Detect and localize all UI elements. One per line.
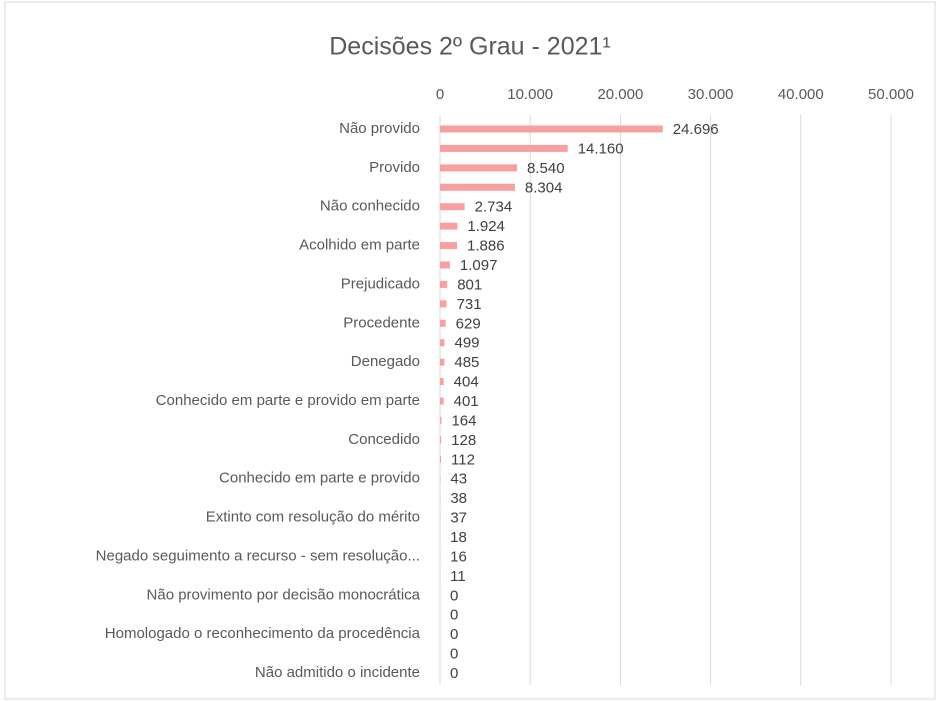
value-label: 38	[450, 490, 467, 507]
value-label: 8.304	[525, 179, 563, 196]
bar	[440, 203, 465, 211]
chart-frame	[4, 1, 936, 700]
category-label: Acolhido em parte	[299, 237, 420, 254]
value-label: 401	[454, 393, 479, 410]
bar	[440, 144, 568, 152]
value-label: 16	[450, 548, 467, 565]
bar	[440, 378, 444, 386]
category-label: Não conhecido	[320, 198, 420, 215]
category-label: Procedente	[343, 314, 420, 331]
value-label: 0	[450, 665, 458, 682]
category-label: Não admitido o incidente	[255, 664, 420, 681]
value-label: 8.540	[527, 160, 565, 177]
value-label: 0	[450, 587, 458, 604]
category-label: Prejudicado	[341, 275, 420, 292]
x-tick-label: 0	[436, 86, 444, 103]
value-label: 1.886	[467, 238, 505, 255]
bar	[440, 358, 445, 366]
category-label: Negado seguimento a recurso - sem resolu…	[96, 547, 420, 564]
category-label: Não provido	[339, 120, 420, 137]
bar	[440, 164, 518, 172]
value-label: 11	[450, 568, 466, 585]
value-label: 801	[457, 276, 482, 293]
x-tick-label: 30.000	[688, 86, 734, 103]
bar	[440, 261, 450, 269]
value-label: 43	[450, 471, 467, 488]
value-label: 112	[451, 451, 475, 468]
value-label: 731	[457, 296, 482, 313]
bar	[440, 455, 442, 463]
x-tick-label: 20.000	[597, 86, 643, 103]
value-label: 0	[450, 646, 458, 663]
bar	[440, 242, 458, 250]
x-tick-label: 10.000	[507, 86, 553, 103]
category-label: Homologado o reconhecimento da procedênc…	[105, 625, 421, 642]
x-tick-label: 50.000	[868, 86, 914, 103]
value-label: 2.734	[475, 199, 513, 216]
value-label: 128	[451, 432, 476, 449]
value-label: 14.160	[578, 140, 624, 157]
value-label: 404	[454, 374, 479, 391]
value-label: 0	[450, 626, 458, 643]
bar	[440, 125, 663, 133]
value-label: 37	[450, 510, 467, 527]
category-label: Provido	[369, 159, 420, 176]
value-label: 0	[450, 607, 458, 624]
value-label: 499	[455, 335, 480, 352]
chart-title: Decisões 2º Grau - 2021¹	[329, 33, 610, 61]
bar	[440, 436, 442, 444]
value-label: 18	[450, 529, 467, 546]
value-label: 1.924	[467, 218, 505, 235]
bar	[440, 183, 515, 191]
value-label: 485	[454, 354, 479, 371]
category-label: Concedido	[348, 431, 420, 448]
value-label: 24.696	[673, 121, 719, 138]
bar	[440, 416, 442, 424]
value-label: 1.097	[460, 257, 498, 274]
category-label: Conhecido em parte e provido em parte	[156, 392, 420, 409]
category-label: Não provimento por decisão monocrática	[147, 586, 421, 603]
x-tick-label: 40.000	[778, 86, 824, 103]
category-label: Conhecido em parte e provido	[219, 470, 420, 487]
category-label: Denegado	[351, 353, 420, 370]
category-label: Extinto com resolução do mérito	[206, 509, 420, 526]
value-label: 164	[451, 412, 476, 429]
bar	[440, 300, 447, 308]
bar	[440, 397, 444, 405]
bar	[440, 280, 448, 288]
bar	[440, 222, 458, 230]
bar	[440, 339, 445, 347]
bar	[440, 319, 446, 327]
value-label: 629	[456, 315, 481, 332]
